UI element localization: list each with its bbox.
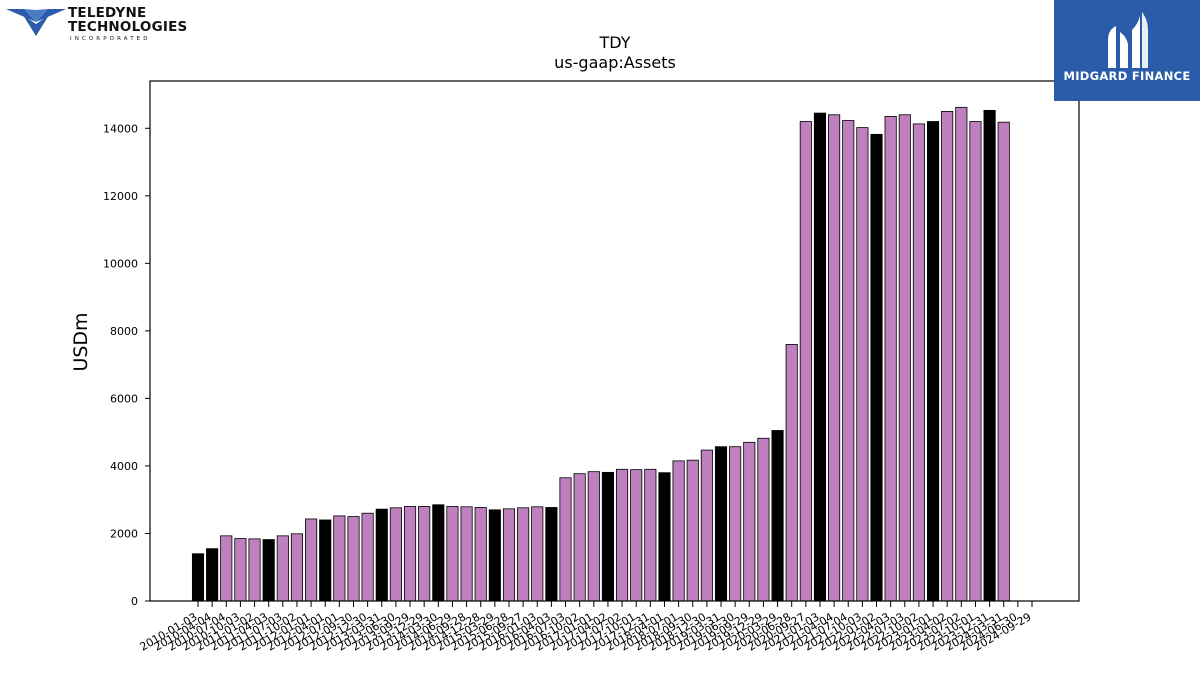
bar-2010-04-04 — [206, 548, 219, 602]
bar-2021-04-04 — [828, 114, 841, 602]
bar-2018-12-30 — [700, 449, 713, 602]
y-tick-label: 14000 — [103, 122, 138, 135]
teledyne-mark-icon — [6, 9, 66, 36]
bar-2023-10-01 — [969, 121, 982, 602]
bar-2015-09-27 — [517, 507, 530, 602]
bar-2010-01-03 — [191, 553, 205, 602]
chart-subtitle: us-gaap:Assets — [554, 53, 676, 72]
x-ticks-group: 2010-01-032010-04-042010-07-042010-10-03… — [138, 601, 1034, 654]
bar-2012-12-30 — [361, 512, 374, 602]
midgard-finance-logo: MIDGARD FINANCE — [1054, 0, 1200, 101]
y-axis-label: USDm — [70, 312, 92, 371]
midgard-mark-icon — [1108, 12, 1148, 68]
bar-2019-09-29 — [743, 441, 756, 602]
bar-2017-04-02 — [601, 471, 614, 602]
bar-2017-12-31 — [644, 468, 657, 602]
bar-2023-07-02 — [955, 106, 968, 602]
bar-2012-07-01 — [333, 515, 346, 602]
teledyne-line2: TECHNOLOGIES — [68, 19, 188, 35]
y-tick-label: 12000 — [103, 190, 138, 203]
y-tick-label: 2000 — [110, 527, 138, 540]
bar-2022-04-03 — [884, 116, 897, 602]
bar-2018-09-30 — [686, 459, 699, 602]
bar-2017-10-01 — [630, 469, 643, 602]
y-tick-label: 10000 — [103, 257, 138, 270]
bar-2019-06-30 — [729, 446, 742, 602]
bar-2018-04-01 — [658, 472, 671, 602]
midgard-finance-text: MIDGARD FINANCE — [1063, 69, 1191, 83]
bar-2010-10-03 — [234, 538, 247, 602]
y-tick-label: 8000 — [110, 325, 138, 338]
bar-2014-03-30 — [432, 504, 445, 602]
bar-2023-12-31 — [983, 109, 996, 602]
bar-2011-04-03 — [262, 539, 275, 602]
bar-2023-04-02 — [941, 110, 954, 602]
bar-2019-12-29 — [757, 437, 770, 602]
bar-2013-09-29 — [403, 506, 417, 602]
bar-2012-01-01 — [305, 518, 318, 602]
bar-2011-07-03 — [276, 535, 289, 602]
bar-2011-01-02 — [248, 538, 261, 602]
bar-2017-07-02 — [616, 468, 629, 602]
bar-2019-03-31 — [714, 446, 728, 602]
bar-2020-03-29 — [771, 430, 784, 602]
bar-2016-01-03 — [531, 506, 544, 602]
bar-2015-06-28 — [502, 508, 516, 602]
bar-2014-09-28 — [460, 506, 473, 602]
bar-2012-09-30 — [347, 516, 360, 602]
bar-2022-10-02 — [912, 123, 925, 602]
bar-2018-07-01 — [672, 460, 685, 602]
y-tick-label: 6000 — [110, 392, 138, 405]
bar-2016-07-03 — [559, 477, 572, 602]
bar-2022-01-02 — [870, 133, 883, 602]
bar-2020-09-27 — [799, 121, 812, 602]
bar-2022-07-03 — [898, 114, 911, 602]
bar-2020-06-28 — [785, 343, 798, 602]
y-ticks-group: 0 2000 4000 6000 8000 10000 12000 14000 — [103, 122, 150, 608]
chart-title: TDY — [599, 33, 631, 52]
bars-group — [191, 106, 1010, 602]
bar-2024-03-31 — [997, 121, 1010, 602]
bar-2016-10-02 — [573, 473, 586, 602]
bar-2016-04-03 — [545, 507, 558, 602]
bar-2011-10-02 — [290, 533, 304, 602]
bar-2014-12-28 — [474, 507, 487, 602]
bar-2012-04-01 — [319, 519, 332, 602]
bar-2023-01-01 — [927, 121, 940, 602]
bar-2010-07-04 — [220, 535, 233, 602]
bar-2013-12-29 — [418, 506, 431, 602]
bar-2021-01-03 — [813, 112, 827, 602]
teledyne-line1: TELEDYNE — [68, 5, 147, 21]
y-tick-label: 4000 — [110, 460, 138, 473]
bar-2017-01-01 — [587, 471, 600, 602]
bar-2013-06-30 — [389, 507, 402, 602]
y-tick-label: 0 — [131, 595, 138, 608]
plot-frame — [149, 80, 1080, 602]
teledyne-line3: INCORPORATED — [70, 36, 151, 42]
bar-2013-03-31 — [375, 508, 388, 602]
bar-2015-03-29 — [488, 509, 501, 602]
teledyne-logo: TELEDYNE TECHNOLOGIES INCORPORATED — [6, 5, 187, 46]
bar-2014-06-29 — [446, 506, 459, 602]
bar-2021-07-04 — [842, 120, 855, 602]
bar-2021-10-03 — [856, 127, 869, 602]
